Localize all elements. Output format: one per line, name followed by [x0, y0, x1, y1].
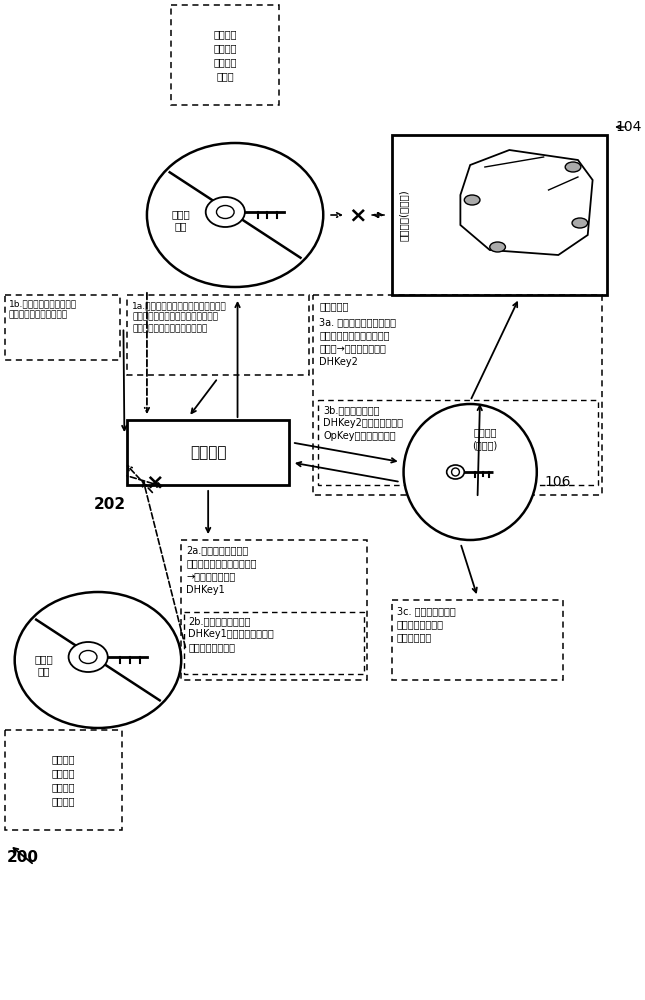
Text: 1a.经销商从许多遥控钥匙中选择一遥
控钥匙，从而使遥控钥匙标识变得在
初始配对期间对其它任何人保密: 1a.经销商从许多遥控钥匙中选择一遥 控钥匙，从而使遥控钥匙标识变得在 初始配对…: [132, 301, 227, 334]
Ellipse shape: [15, 592, 181, 728]
Bar: [127, 420, 289, 485]
Text: (未配对): (未配对): [472, 440, 497, 450]
Bar: [184, 612, 364, 674]
Bar: [392, 135, 608, 295]
Bar: [392, 600, 563, 680]
Ellipse shape: [68, 642, 108, 672]
Text: 不知晓目
标小汽车
的控制单
元标识: 不知晓目 标小汽车 的控制单 元标识: [213, 29, 237, 81]
Text: 2b.经销商装置将借助
DHKey1加密的控制单元标
识发送到遥控钥匙: 2b.经销商装置将借助 DHKey1加密的控制单元标 识发送到遥控钥匙: [188, 616, 274, 652]
Ellipse shape: [572, 218, 588, 228]
Text: 3c. 遥控钥匙在初始
配对之后立即擦除
控制单元标识: 3c. 遥控钥匙在初始 配对之后立即擦除 控制单元标识: [397, 606, 455, 642]
Text: 3b.控制单元将借助
DHKey2加密的遥控钥匙
OpKey发送到遥控钥匙: 3b.控制单元将借助 DHKey2加密的遥控钥匙 OpKey发送到遥控钥匙: [323, 405, 403, 441]
Bar: [319, 400, 597, 485]
Text: 200: 200: [7, 850, 39, 865]
Text: 配对装置: 配对装置: [190, 445, 226, 460]
Text: ×: ×: [348, 205, 367, 225]
Ellipse shape: [464, 195, 480, 205]
Text: 202: 202: [94, 497, 125, 512]
Text: 104: 104: [615, 120, 642, 134]
Ellipse shape: [147, 143, 323, 287]
Bar: [313, 295, 602, 495]
Text: 106: 106: [544, 475, 571, 489]
Bar: [172, 5, 279, 105]
Ellipse shape: [490, 242, 506, 252]
Bar: [5, 295, 121, 360]
Ellipse shape: [206, 197, 245, 227]
Ellipse shape: [447, 465, 464, 479]
Text: 1b.经销商秘密地输入遥控
钥匙标识及控制单元标识: 1b.经销商秘密地输入遥控 钥匙标识及控制单元标识: [9, 299, 77, 320]
Text: 初始配对：: 初始配对：: [319, 301, 349, 311]
Text: ×: ×: [145, 473, 164, 492]
Text: 不知晓选
定遥控钥
匙的遥控
钥匙标识: 不知晓选 定遥控钥 匙的遥控 钥匙标识: [52, 754, 75, 806]
Bar: [181, 540, 367, 680]
Text: 2a.经销商装置及遥控
钥匙执行遥控钥匙协商协议
→彼此验证且产生
DHKey1: 2a.经销商装置及遥控 钥匙执行遥控钥匙协商协议 →彼此验证且产生 DHKey1: [186, 545, 257, 595]
Text: 控制单元(未配对): 控制单元(未配对): [399, 189, 408, 241]
Text: 遥控钥匙: 遥控钥匙: [473, 427, 497, 437]
Bar: [127, 295, 308, 375]
Ellipse shape: [565, 162, 581, 172]
Text: 假遥控
钥匙: 假遥控 钥匙: [172, 209, 190, 231]
Polygon shape: [461, 150, 593, 255]
Circle shape: [451, 468, 459, 476]
Text: 3a. 遥控钥匙及控制单元执
行控制单元标识验证密钥协
商协议→彼此验证且产生
DHKey2: 3a. 遥控钥匙及控制单元执 行控制单元标识验证密钥协 商协议→彼此验证且产生 …: [319, 317, 396, 367]
Text: 假遥控
钥匙: 假遥控 钥匙: [35, 654, 54, 676]
Circle shape: [404, 404, 537, 540]
Bar: [5, 730, 123, 830]
